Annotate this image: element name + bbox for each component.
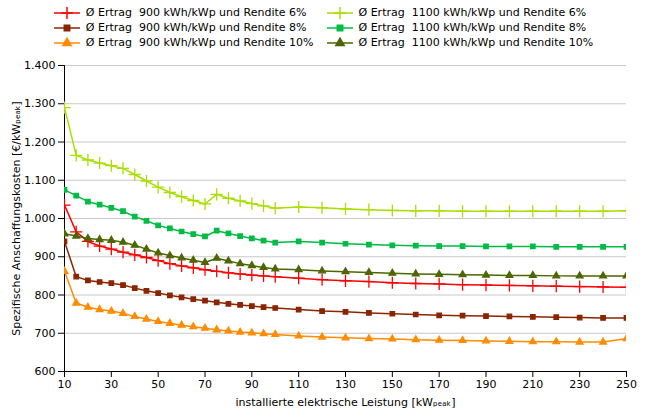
svg-text:250: 250 [616,378,637,391]
svg-text:1.400: 1.400 [24,59,56,72]
svg-text:10: 10 [58,378,72,391]
svg-text:800: 800 [35,289,56,302]
svg-text:1.000: 1.000 [24,212,56,225]
svg-text:230: 230 [569,378,590,391]
svg-text:110: 110 [288,378,309,391]
svg-text:Spezifische Anschaffungskosten: Spezifische Anschaffungskosten [€/kWₚₑₐₖ… [10,101,23,336]
svg-text:600: 600 [35,365,56,378]
svg-text:50: 50 [151,378,165,391]
svg-text:170: 170 [429,378,450,391]
svg-text:150: 150 [382,378,403,391]
svg-text:700: 700 [35,327,56,340]
html-text:Ø Ertrag 900 kWh/kWp und Rendi: Ø Ertrag 900 kWh/kWp und Rendite 8% [85,21,307,34]
svg-text:1.200: 1.200 [24,136,56,149]
svg-text:70: 70 [198,378,212,391]
svg-text:1.300: 1.300 [24,97,56,110]
svg-text:installierte elektrische Leist: installierte elektrische Leistung [kWₚₑₐ… [235,396,455,409]
svg-text:900: 900 [35,250,56,263]
html-text:Ø Ertrag 900 kWh/kWp und Rendi: Ø Ertrag 900 kWh/kWp und Rendite 6% [85,6,307,19]
html-text:Ø Ertrag 1100 kWh/kWp und Rend: Ø Ertrag 1100 kWh/kWp und Rendite 6% [358,6,587,19]
svg-text:130: 130 [335,378,356,391]
html-text:Ø Ertrag 900 kWh/kWp und Rendi: Ø Ertrag 900 kWh/kWp und Rendite 10% [85,36,314,49]
html-text:Ø Ertrag 1100 kWh/kWp und Rend: Ø Ertrag 1100 kWh/kWp und Rendite 8% [358,21,587,34]
svg-text:30: 30 [104,378,118,391]
svg-text:1.100: 1.100 [24,174,56,187]
svg-text:190: 190 [476,378,497,391]
svg-text:210: 210 [522,378,543,391]
html-text:Ø Ertrag 1100 kWh/kWp und Rend: Ø Ertrag 1100 kWh/kWp und Rendite 10% [358,36,594,49]
svg-text:90: 90 [245,378,259,391]
